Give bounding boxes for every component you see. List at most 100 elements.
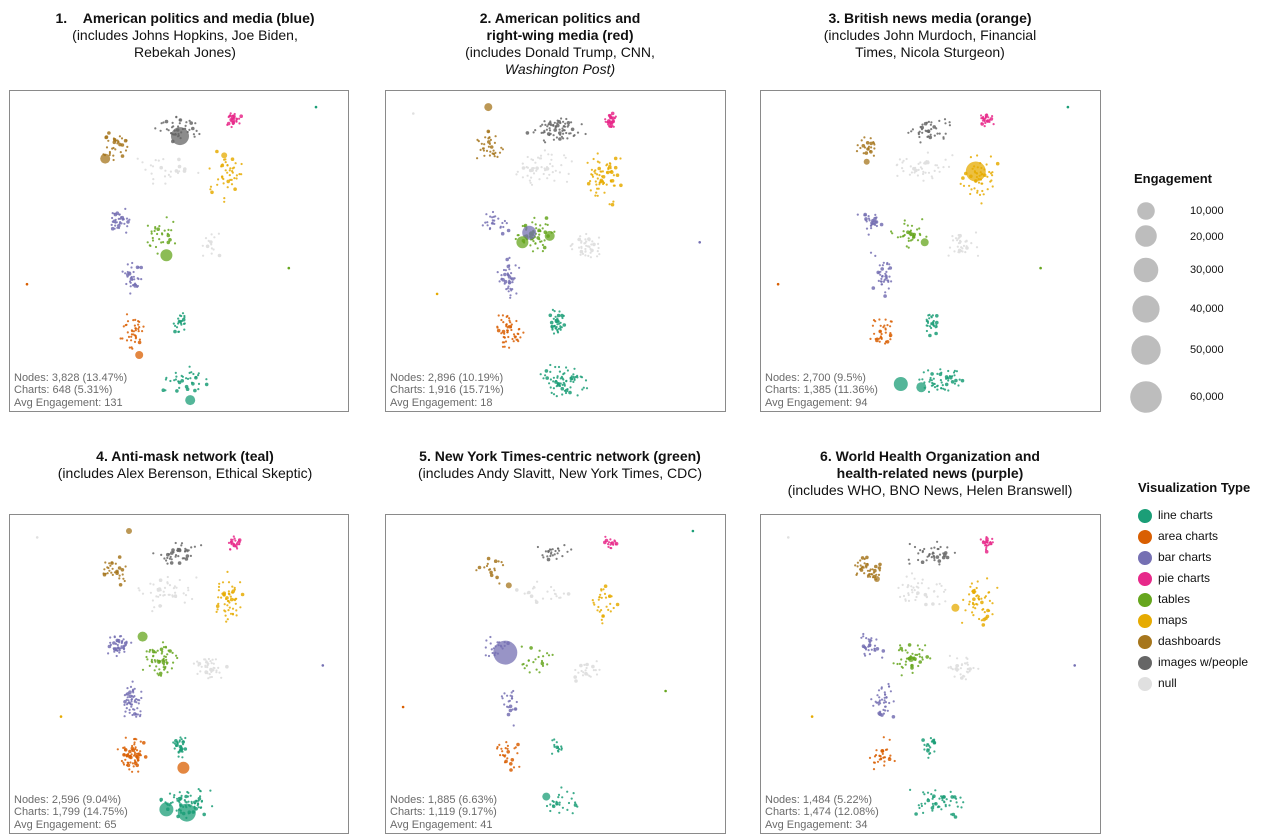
network-node	[918, 227, 921, 230]
network-node	[981, 623, 986, 627]
network-node	[939, 545, 942, 549]
network-node	[878, 318, 881, 321]
network-node	[870, 637, 873, 640]
network-node	[985, 537, 989, 541]
network-node	[227, 581, 231, 584]
network-node	[483, 566, 486, 569]
network-node	[944, 382, 949, 387]
network-node	[108, 569, 111, 572]
network-node	[562, 378, 565, 381]
network-node	[953, 369, 956, 372]
network-node	[918, 378, 921, 381]
network-node	[510, 328, 513, 332]
network-node	[133, 741, 136, 744]
network-node	[566, 369, 569, 372]
network-node	[867, 147, 870, 150]
network-node	[556, 317, 559, 320]
network-node	[980, 117, 983, 120]
network-node	[181, 312, 185, 315]
network-node	[856, 565, 859, 568]
network-node	[553, 553, 556, 556]
network-node	[549, 386, 552, 389]
network-node	[610, 170, 614, 174]
network-node	[879, 280, 882, 283]
network-node	[118, 647, 121, 650]
panel-1-charts: Charts: 648 (5.31%)	[14, 384, 113, 396]
network-node	[111, 220, 114, 223]
network-node	[551, 752, 554, 755]
network-node	[201, 244, 204, 247]
network-node	[914, 598, 917, 602]
network-node	[177, 555, 180, 558]
network-node	[137, 266, 140, 269]
network-node	[917, 586, 920, 589]
network-node	[235, 117, 238, 120]
network-node	[927, 587, 930, 590]
network-node	[539, 125, 542, 128]
network-node	[153, 669, 156, 672]
network-node	[901, 161, 904, 164]
network-node	[217, 585, 221, 588]
network-node	[508, 268, 511, 271]
network-node	[508, 324, 513, 329]
network-node	[600, 609, 603, 612]
network-node	[150, 230, 153, 233]
network-node	[691, 529, 695, 533]
panel-2-engagement: Avg Engagement: 18	[390, 396, 493, 409]
network-node	[936, 388, 939, 391]
network-node	[497, 217, 500, 220]
network-node	[118, 651, 121, 654]
network-node	[177, 125, 180, 128]
network-node	[969, 192, 972, 196]
network-node	[552, 317, 555, 320]
network-node	[922, 791, 925, 794]
network-node	[559, 382, 562, 385]
network-node	[180, 794, 183, 797]
network-node	[149, 582, 152, 585]
network-node	[212, 248, 215, 251]
network-node	[933, 386, 937, 389]
network-node	[192, 662, 195, 665]
network-node	[912, 236, 915, 239]
network-node	[169, 555, 172, 558]
network-node	[964, 678, 967, 681]
network-node	[546, 555, 549, 558]
network-node	[142, 325, 145, 328]
network-node	[567, 801, 571, 805]
network-node	[925, 235, 928, 238]
network-node	[158, 225, 161, 228]
network-node	[150, 660, 153, 663]
network-node	[509, 287, 512, 290]
network-node	[505, 257, 509, 262]
network-node	[867, 638, 870, 641]
network-node	[934, 164, 937, 167]
network-node	[883, 696, 886, 699]
network-node	[206, 672, 209, 675]
network-node	[197, 372, 200, 375]
network-node	[590, 248, 594, 253]
network-node	[117, 639, 120, 642]
network-node	[510, 758, 515, 762]
network-node	[206, 661, 209, 664]
network-node	[596, 160, 599, 163]
network-node	[162, 241, 165, 244]
network-node	[542, 245, 547, 250]
network-node	[137, 702, 140, 705]
network-node	[556, 552, 559, 555]
network-node	[550, 158, 553, 161]
network-node	[887, 682, 890, 686]
network-node	[232, 535, 235, 538]
network-node	[584, 247, 587, 251]
network-node	[506, 694, 509, 697]
network-node	[565, 366, 568, 369]
network-node	[932, 125, 936, 129]
network-node	[609, 602, 612, 605]
network-node	[984, 117, 987, 120]
network-node	[140, 696, 143, 700]
network-node	[983, 125, 986, 128]
network-node	[580, 123, 583, 126]
network-node	[532, 240, 535, 243]
high-engagement-node	[493, 640, 518, 665]
network-node	[510, 323, 513, 326]
network-node	[859, 564, 862, 567]
